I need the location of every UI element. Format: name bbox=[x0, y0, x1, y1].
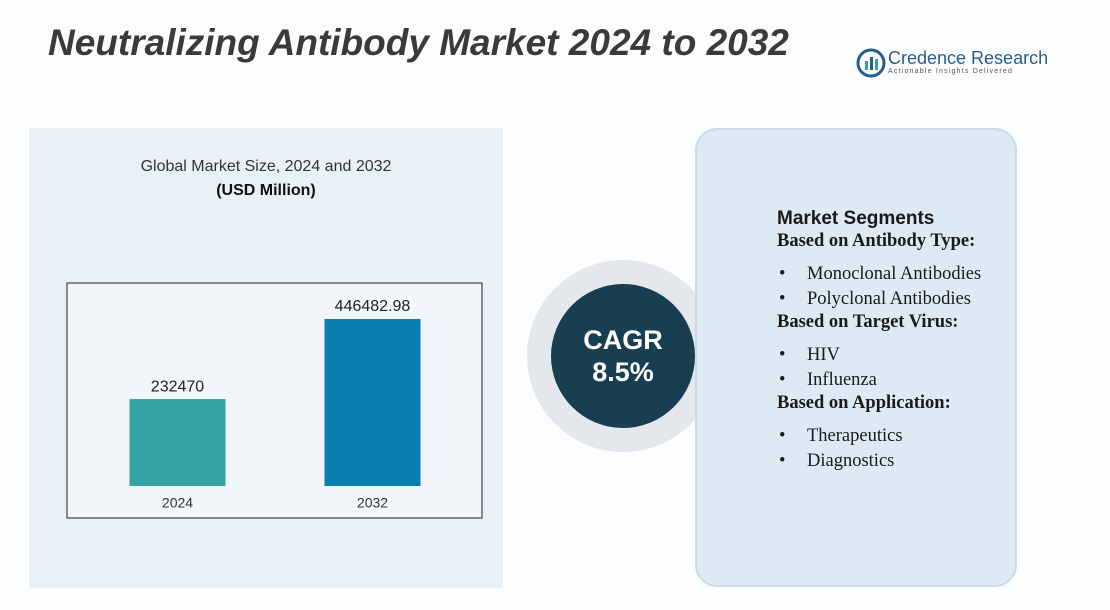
bar bbox=[129, 399, 226, 486]
segments-panel: Market Segments Based on Antibody Type: M… bbox=[695, 128, 1017, 587]
segment-heading: Based on Antibody Type: bbox=[777, 231, 976, 251]
cagr-badge: CAGR 8.5% bbox=[525, 256, 721, 452]
chart-title: Global Market Size, 2024 and 2032 bbox=[141, 158, 392, 175]
segment-list: Monoclonal AntibodiesPolyclonal Antibodi… bbox=[777, 262, 1017, 312]
segment-item: Monoclonal Antibodies bbox=[777, 262, 1017, 287]
value-label: 446482.98 bbox=[335, 298, 411, 315]
segment-heading: Based on Application: bbox=[777, 393, 951, 413]
cagr-label: CAGR bbox=[583, 325, 663, 355]
segments: Market Segments Based on Antibody Type: M… bbox=[777, 208, 1017, 474]
segment-list: TherapeuticsDiagnostics bbox=[777, 424, 1017, 474]
chart-subtitle: (USD Million) bbox=[216, 182, 316, 199]
page-title: Neutralizing Antibody Market 2024 to 203… bbox=[48, 22, 789, 63]
logo-tagline: Actionable Insights Delivered bbox=[888, 68, 1014, 75]
segment-item: Therapeutics bbox=[777, 424, 1017, 449]
segment-list: HIVInfluenza bbox=[777, 343, 1017, 393]
cagr-circle bbox=[551, 284, 695, 428]
segment-item: Influenza bbox=[777, 368, 1017, 393]
bar bbox=[324, 319, 421, 486]
logo-name: Credence Research bbox=[888, 48, 1049, 68]
segments-title: Market Segments bbox=[777, 208, 935, 229]
cagr-graphic: CAGR 8.5% bbox=[527, 260, 719, 452]
x-tick-label: 2032 bbox=[357, 495, 388, 511]
cagr-value: 8.5% bbox=[592, 357, 654, 387]
segment-item: Diagnostics bbox=[777, 449, 1017, 474]
segment-heading: Based on Target Virus: bbox=[777, 312, 959, 332]
segment-item: HIV bbox=[777, 343, 1017, 368]
x-tick-label: 2024 bbox=[162, 495, 193, 511]
chart-panel bbox=[29, 128, 503, 588]
value-label: 232470 bbox=[151, 378, 204, 395]
segment-item: Polyclonal Antibodies bbox=[777, 287, 1017, 312]
logo: Credence Research Actionable Insights De… bbox=[856, 46, 1056, 80]
logo-icon bbox=[856, 48, 886, 78]
